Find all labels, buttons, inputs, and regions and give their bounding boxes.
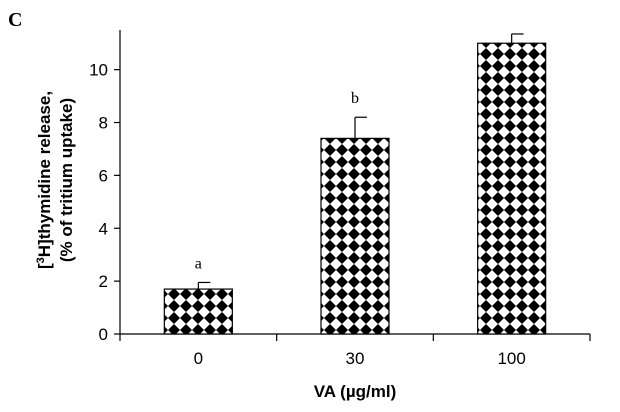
x-tick-label: 0 bbox=[194, 349, 203, 368]
panel-label: C bbox=[8, 9, 22, 31]
y-ticks: 0 2 4 6 8 10 bbox=[89, 61, 120, 344]
x-ticks: 0 30 100 bbox=[119, 334, 591, 368]
significance-label: b bbox=[351, 90, 359, 107]
bar bbox=[163, 288, 233, 335]
x-tick-label: 30 bbox=[346, 349, 365, 368]
y-tick-label: 10 bbox=[89, 61, 108, 80]
y-axis-title-post: H]thymidine release, bbox=[35, 91, 54, 257]
y-tick-label: 8 bbox=[99, 114, 108, 133]
y-axis-title-pre: [ bbox=[35, 263, 54, 269]
bar bbox=[320, 137, 390, 335]
error-bars bbox=[197, 33, 524, 290]
y-tick-label: 2 bbox=[99, 272, 108, 291]
y-axis-title: [3H]thymidine release, (% of tritium upt… bbox=[35, 91, 76, 269]
y-tick-label: 0 bbox=[99, 325, 108, 344]
bar bbox=[477, 42, 547, 335]
bars bbox=[163, 42, 547, 335]
x-axis-title: VA (µg/ml) bbox=[314, 382, 397, 401]
significance-label: a bbox=[195, 255, 202, 272]
svg-text:[3H]thymidine release,: [3H]thymidine release, bbox=[35, 91, 54, 269]
y-tick-label: 4 bbox=[99, 219, 108, 238]
y-axis-title-sup: 3 bbox=[35, 257, 47, 263]
y-tick-label: 6 bbox=[99, 166, 108, 185]
x-tick-label: 100 bbox=[497, 349, 525, 368]
significance-labels: ab bbox=[195, 90, 359, 272]
y-axis-title-line2: (% of tritium uptake) bbox=[57, 98, 76, 262]
